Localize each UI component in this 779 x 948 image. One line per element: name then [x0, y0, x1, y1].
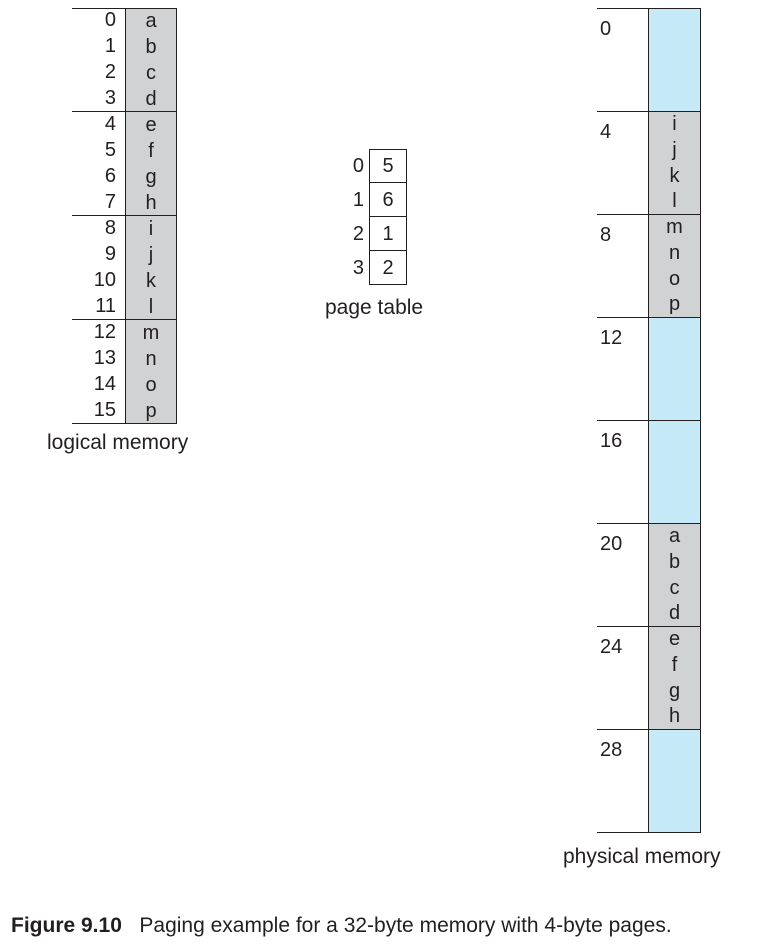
logical-page-boundary — [72, 215, 177, 216]
physical-frame-boundary — [597, 523, 701, 524]
logical-page-boundary — [72, 111, 177, 112]
page-table-label: page table — [325, 296, 424, 319]
physical-frame-boundary — [597, 729, 701, 730]
physical-frame-address: 28 — [600, 739, 623, 761]
logical-memory-address: 8 — [104, 217, 116, 239]
physical-frame-free — [649, 420, 700, 523]
physical-frame-boundary — [597, 317, 701, 318]
logical-top-border — [72, 8, 177, 9]
page-table-frame-entry: 6 — [370, 183, 406, 217]
physical-frame-address: 0 — [600, 18, 612, 40]
physical-memory-char: b — [668, 550, 681, 573]
physical-frame-free — [649, 317, 700, 420]
physical-frame-boundary — [597, 8, 701, 9]
page-table-index: 3 — [352, 257, 364, 279]
physical-memory-char: n — [668, 241, 681, 264]
physical-frame-address: 4 — [600, 121, 612, 143]
physical-memory-char: p — [668, 293, 681, 316]
page-table-frame-entry: 5 — [370, 149, 406, 183]
logical-memory-char: g — [145, 166, 157, 188]
logical-memory-address: 4 — [104, 113, 116, 135]
physical-memory-char: h — [668, 705, 681, 728]
figure-caption: Figure 9.10 Paging example for a 32-byte… — [11, 914, 672, 938]
physical-frame-free — [649, 8, 700, 111]
physical-memory-char: d — [668, 602, 681, 625]
logical-memory-address: 2 — [104, 61, 116, 83]
logical-memory-char: m — [142, 322, 160, 344]
logical-memory-label: logical memory — [47, 431, 189, 454]
figure-caption-text: Paging example for a 32-byte memory with… — [139, 914, 672, 937]
page-table-index: 1 — [352, 189, 364, 211]
physical-memory-char: i — [672, 113, 677, 135]
physical-frame-free — [649, 729, 700, 832]
page-table-frame-entry: 2 — [382, 257, 394, 279]
physical-memory-char: o — [668, 267, 681, 290]
page-table-frame-entry: 1 — [370, 217, 406, 251]
physical-frame-boundary — [597, 420, 701, 421]
logical-memory-address: 10 — [93, 269, 116, 291]
logical-memory-address: 9 — [104, 243, 116, 265]
logical-memory-char: k — [146, 270, 156, 292]
figure-number: Figure 9.10 — [11, 914, 122, 937]
physical-memory-char: a — [668, 525, 681, 547]
physical-memory-char: e — [668, 628, 681, 650]
logical-memory-char: i — [148, 218, 154, 240]
logical-page-boundary — [72, 319, 177, 320]
logical-memory-address: 15 — [93, 399, 116, 421]
physical-frame-boundary — [597, 832, 701, 833]
physical-frame-address: 12 — [600, 327, 623, 349]
logical-memory-address: 7 — [104, 191, 116, 213]
physical-memory-char: f — [671, 653, 678, 676]
page-table-index: 2 — [352, 223, 364, 245]
logical-memory-address: 12 — [93, 321, 116, 343]
logical-memory-char: d — [145, 88, 157, 110]
physical-frame-address: 20 — [600, 533, 623, 555]
logical-memory-address: 3 — [104, 87, 116, 109]
physical-frame-address: 16 — [600, 430, 623, 452]
physical-memory-char: c — [669, 576, 680, 599]
logical-memory-address: 5 — [104, 139, 116, 161]
logical-memory-char: c — [146, 62, 156, 84]
physical-frame-boundary — [597, 214, 701, 215]
logical-memory-char: e — [145, 114, 157, 136]
logical-memory-char: o — [145, 374, 157, 396]
logical-memory-char: a — [145, 10, 157, 32]
logical-memory-address: 6 — [104, 165, 116, 187]
physical-memory-char: g — [668, 679, 681, 702]
logical-memory-address: 13 — [93, 347, 116, 369]
physical-memory-label: physical memory — [563, 845, 721, 868]
logical-memory-address: 11 — [95, 295, 116, 317]
logical-memory-address: 1 — [104, 35, 116, 57]
logical-memory-char: b — [145, 36, 157, 58]
logical-memory-char: h — [145, 192, 157, 214]
logical-memory-char: n — [145, 348, 157, 370]
logical-memory-char: l — [148, 296, 154, 318]
page-table-index: 0 — [352, 155, 364, 177]
logical-memory-char: j — [148, 244, 154, 266]
logical-memory-address: 14 — [93, 373, 116, 395]
physical-frame-boundary — [597, 626, 701, 627]
logical-page-boundary — [72, 423, 177, 424]
logical-memory-address: 0 — [104, 9, 116, 31]
physical-frame-address: 24 — [600, 636, 623, 658]
logical-memory-char: p — [145, 400, 157, 422]
physical-memory-char: j — [672, 138, 677, 161]
physical-frame-address: 8 — [600, 224, 612, 246]
physical-memory-char: k — [669, 164, 680, 187]
physical-memory-char: l — [672, 190, 677, 213]
physical-frame-boundary — [597, 111, 701, 112]
physical-memory-char: m — [666, 216, 683, 238]
logical-memory-char: f — [148, 140, 154, 162]
